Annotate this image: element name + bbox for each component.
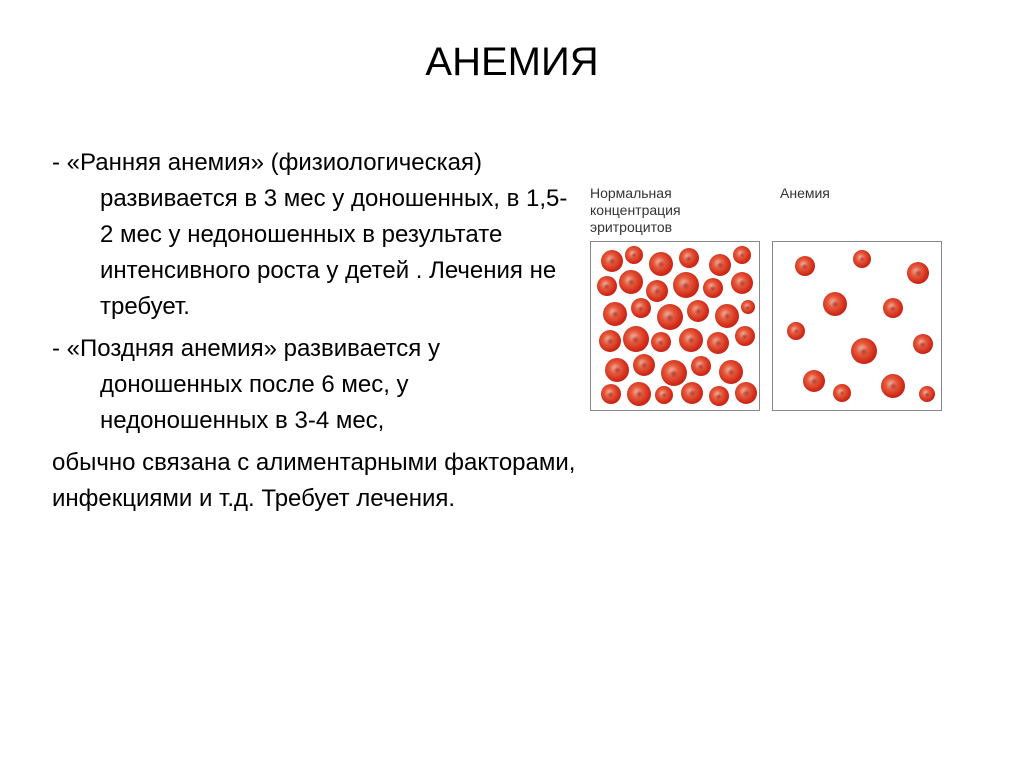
label-normal-line1: Нормальная (590, 185, 672, 201)
erythrocyte-icon (823, 292, 847, 316)
erythrocyte-icon (715, 304, 739, 328)
erythrocyte-icon (681, 382, 703, 404)
erythrocyte-icon (679, 328, 703, 352)
erythrocyte-icon (919, 386, 935, 402)
erythrocyte-icon (605, 358, 629, 382)
label-anemia: Анемия (770, 185, 950, 235)
label-normal-line3: эритроцитов (590, 219, 672, 235)
erythrocyte-icon (733, 246, 751, 264)
paragraph-early-anemia: - «Ранняя анемия» (физиологическая) разв… (40, 145, 580, 325)
text-block: - «Ранняя анемия» (физиологическая) разв… (40, 145, 580, 737)
erythrocyte-icon (735, 326, 755, 346)
panel-normal-erythrocytes (590, 241, 760, 411)
erythrocyte-icon (709, 386, 729, 406)
erythrocyte-icon (795, 256, 815, 276)
erythrocyte-icon (803, 370, 825, 392)
erythrocyte-icon (649, 252, 673, 276)
erythrocyte-icon (655, 386, 673, 404)
erythrocyte-icon (913, 334, 933, 354)
erythrocyte-icon (619, 270, 643, 294)
paragraph-causes: обычно связана с алиментарными факторами… (40, 445, 580, 517)
erythrocyte-icon (673, 272, 699, 298)
erythrocyte-icon (623, 326, 649, 352)
figure-area: Нормальная концентрация эритроцитов Анем… (590, 145, 984, 737)
erythrocyte-icon (851, 338, 877, 364)
erythrocyte-icon (691, 356, 711, 376)
erythrocyte-icon (833, 384, 851, 402)
content-row: - «Ранняя анемия» (физиологическая) разв… (40, 145, 984, 737)
erythrocyte-icon (657, 304, 683, 330)
erythrocyte-icon (646, 280, 668, 302)
erythrocyte-icon (703, 278, 723, 298)
figure-labels: Нормальная концентрация эритроцитов Анем… (590, 185, 984, 235)
label-normal-line2: концентрация (590, 202, 681, 218)
erythrocyte-icon (687, 300, 709, 322)
erythrocyte-icon (735, 382, 757, 404)
erythrocyte-icon (601, 384, 621, 404)
erythrocyte-icon (787, 322, 805, 340)
erythrocyte-icon (633, 354, 655, 376)
erythrocyte-icon (661, 360, 687, 386)
erythrocyte-icon (631, 298, 651, 318)
page-title: АНЕМИЯ (40, 40, 984, 85)
erythrocyte-icon (599, 330, 621, 352)
erythrocyte-icon (731, 272, 753, 294)
erythrocyte-icon (719, 360, 743, 384)
erythrocyte-icon (907, 262, 929, 284)
erythrocyte-icon (883, 298, 903, 318)
erythrocyte-icon (625, 246, 643, 264)
paragraph-late-anemia: - «Поздняя анемия» развивается у доношен… (40, 331, 580, 439)
erythrocyte-icon (603, 302, 627, 326)
slide: АНЕМИЯ - «Ранняя анемия» (физиологическа… (0, 0, 1024, 767)
erythrocyte-icon (853, 250, 871, 268)
erythrocyte-icon (741, 300, 755, 314)
panels-row (590, 241, 984, 411)
erythrocyte-icon (597, 276, 617, 296)
erythrocyte-icon (707, 332, 729, 354)
erythrocyte-icon (651, 332, 671, 352)
erythrocyte-icon (881, 374, 905, 398)
panel-anemia-erythrocytes (772, 241, 942, 411)
erythrocyte-icon (709, 254, 731, 276)
erythrocyte-icon (679, 248, 699, 268)
erythrocyte-icon (601, 250, 623, 272)
erythrocyte-icon (627, 382, 651, 406)
label-normal: Нормальная концентрация эритроцитов (590, 185, 770, 235)
